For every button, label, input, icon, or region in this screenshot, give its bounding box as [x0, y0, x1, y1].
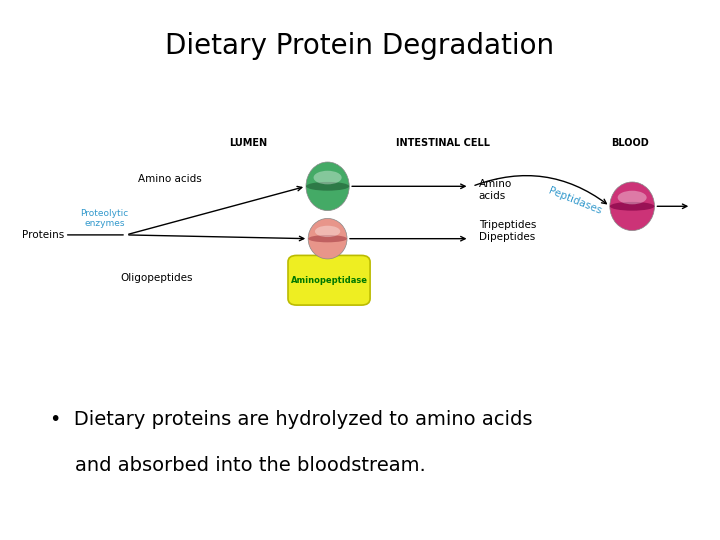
Text: Proteolytic
enzymes: Proteolytic enzymes: [80, 209, 129, 228]
FancyBboxPatch shape: [288, 255, 370, 305]
Text: Tripeptides
Dipeptides: Tripeptides Dipeptides: [479, 220, 536, 242]
Ellipse shape: [306, 182, 349, 191]
Ellipse shape: [315, 226, 341, 237]
Text: Amino acids: Amino acids: [138, 174, 202, 184]
Ellipse shape: [308, 235, 347, 242]
Text: Oligopeptides: Oligopeptides: [120, 273, 193, 283]
Ellipse shape: [610, 202, 654, 211]
Text: BLOOD: BLOOD: [611, 138, 649, 148]
Text: •  Dietary proteins are hydrolyzed to amino acids: • Dietary proteins are hydrolyzed to ami…: [50, 410, 533, 429]
Ellipse shape: [308, 218, 347, 259]
Text: Peptidases: Peptidases: [546, 186, 603, 216]
Text: Amino
acids: Amino acids: [479, 179, 512, 201]
Ellipse shape: [306, 162, 349, 211]
Text: Aminopeptidase: Aminopeptidase: [291, 276, 367, 285]
Text: and absorbed into the bloodstream.: and absorbed into the bloodstream.: [50, 456, 426, 475]
Text: Dietary Protein Degradation: Dietary Protein Degradation: [166, 32, 554, 60]
Text: INTESTINAL CELL: INTESTINAL CELL: [396, 138, 490, 148]
Ellipse shape: [610, 182, 654, 231]
Text: LUMEN: LUMEN: [230, 138, 267, 148]
Ellipse shape: [618, 191, 647, 204]
Ellipse shape: [313, 171, 342, 184]
Text: Proteins: Proteins: [22, 230, 64, 240]
